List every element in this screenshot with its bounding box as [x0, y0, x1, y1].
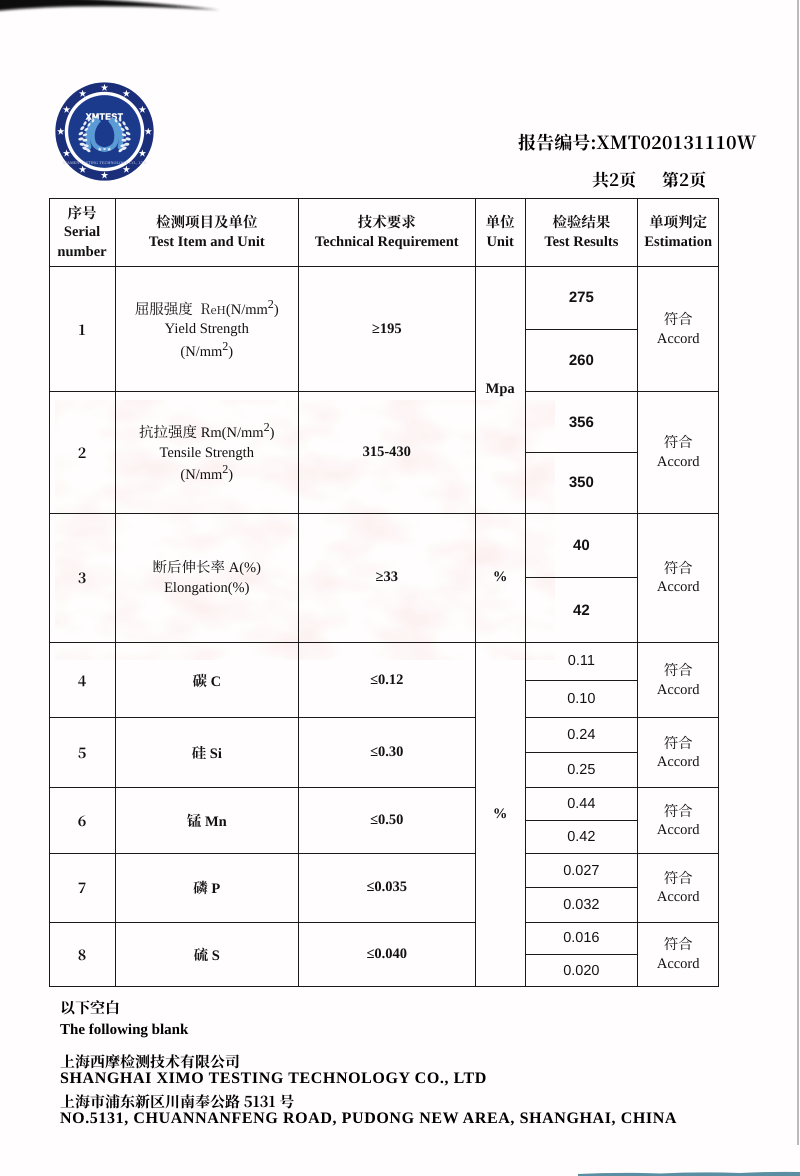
svg-text:★⚭★: ★⚭★: [97, 146, 111, 152]
svg-text:XIAMEN TESTING TECHNOLOGY CO.,: XIAMEN TESTING TECHNOLOGY CO., LTD: [62, 161, 146, 165]
